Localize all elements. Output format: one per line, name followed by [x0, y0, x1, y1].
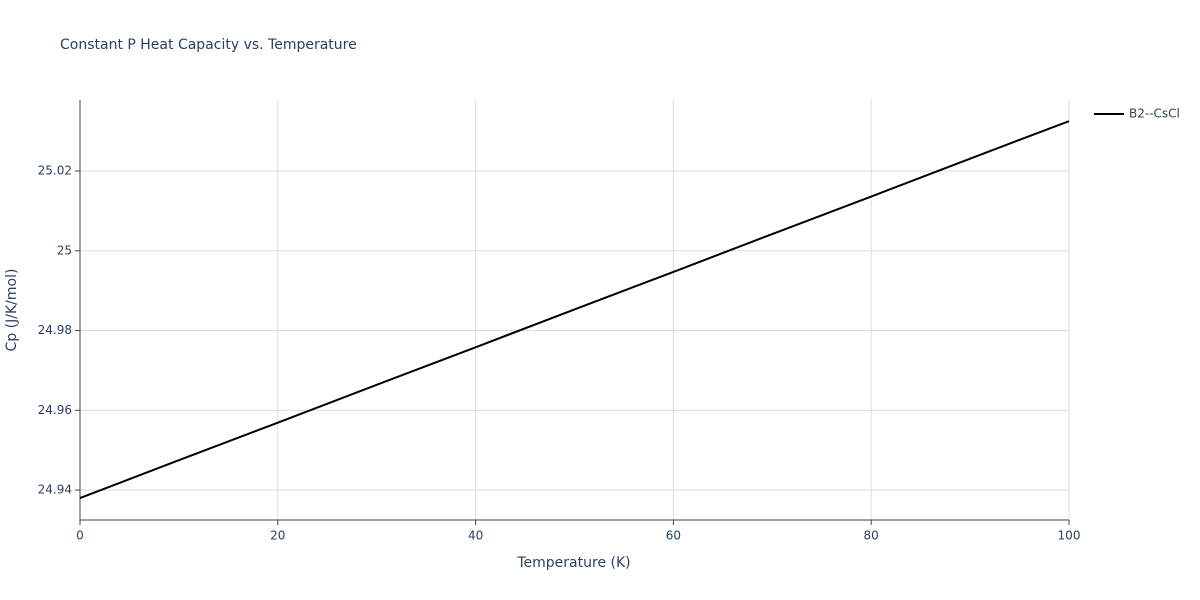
x-tick-label: 20: [270, 529, 285, 543]
x-tick-label: 40: [468, 529, 483, 543]
x-tick-label: 100: [1058, 529, 1081, 543]
y-tick-label: 24.94: [38, 483, 72, 497]
y-tick-label: 25: [57, 243, 72, 257]
x-tick-label: 0: [76, 529, 84, 543]
y-tick-label: 25.02: [38, 163, 72, 177]
x-axis-title: Temperature (K): [516, 555, 630, 571]
x-tick-label: 60: [666, 529, 681, 543]
series-line: [79, 120, 1070, 499]
x-tick-label: 80: [864, 529, 879, 543]
chart-title: Constant P Heat Capacity vs. Temperature: [60, 37, 357, 53]
y-axis-title: Cp (J/K/mol): [4, 269, 20, 352]
legend-label: B2--CsCl: [1129, 107, 1180, 121]
y-tick-label: 24.98: [38, 323, 72, 337]
y-tick-label: 24.96: [38, 403, 72, 417]
